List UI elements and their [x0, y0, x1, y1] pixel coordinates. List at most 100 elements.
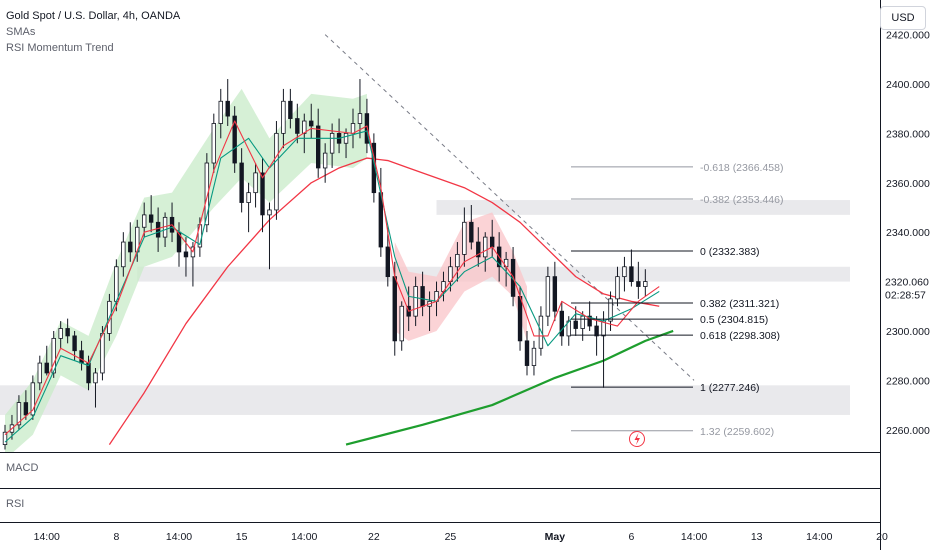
candle-body — [72, 335, 77, 352]
candle-body — [524, 340, 530, 366]
candle-body — [573, 320, 578, 329]
candle-body — [462, 221, 467, 255]
candle-body — [44, 362, 49, 374]
candle — [636, 261, 641, 299]
candle — [559, 301, 564, 346]
candle — [413, 276, 418, 327]
candle-body — [343, 132, 349, 144]
x-tick-label: 14:00 — [806, 531, 832, 543]
candle-body — [30, 382, 36, 416]
candle-body — [141, 214, 147, 228]
candle-body — [350, 123, 356, 134]
candle-body — [51, 337, 56, 374]
candle-body — [288, 100, 293, 119]
candle — [385, 227, 390, 287]
sma-band-red — [394, 212, 527, 341]
indicator-smas[interactable]: SMAs — [6, 26, 36, 38]
candle-body — [594, 325, 599, 337]
candle-body — [476, 241, 481, 258]
candle-body — [239, 162, 244, 203]
y-tick-label: 2280.000 — [886, 375, 930, 387]
candle-body — [23, 402, 29, 416]
main-plot: -0.618 (2366.458) -0.382 (2353.446) 0 (233… — [0, 34, 851, 452]
currency-button[interactable]: USD — [880, 6, 926, 30]
candle — [399, 301, 404, 351]
candle-body — [329, 132, 335, 154]
candle-body — [392, 276, 397, 342]
candle-body — [260, 172, 265, 216]
candle-body — [246, 192, 251, 203]
candle-body — [322, 152, 328, 169]
candle-body — [615, 276, 620, 300]
candle-body — [37, 362, 42, 384]
candle-body — [183, 251, 189, 258]
candle-body — [79, 350, 84, 364]
candle — [587, 301, 592, 331]
candle — [483, 232, 488, 272]
candle-body — [413, 286, 418, 317]
x-tick-label: May — [545, 531, 566, 543]
candle-body — [552, 276, 558, 312]
candle-body — [371, 142, 377, 194]
price-badge-countdown: 02:28:57 — [885, 290, 926, 302]
x-tick-label: 20 — [876, 531, 888, 543]
candle — [141, 202, 147, 238]
fib-label-4: 0.5 (2304.815) — [700, 314, 768, 326]
candle-body — [531, 347, 537, 366]
candle-body — [587, 315, 592, 327]
candle-body — [204, 162, 210, 226]
candle-body — [253, 172, 258, 194]
x-tick-label: 25 — [445, 531, 457, 543]
fib-label-1: -0.382 (2353.446) — [700, 194, 783, 206]
candle-body — [267, 209, 272, 216]
y-tick-label: 2420.000 — [886, 30, 930, 42]
candle — [469, 205, 474, 250]
candle-body — [643, 281, 648, 287]
candle-body — [93, 372, 98, 384]
candle-body — [420, 286, 425, 307]
sma-long-line — [345, 329, 674, 446]
candle — [155, 207, 161, 252]
candle — [281, 88, 286, 149]
x-tick-label: 15 — [236, 531, 248, 543]
candle — [455, 242, 460, 282]
indicator-rsi-momentum[interactable]: RSI Momentum Trend — [6, 42, 114, 54]
fib-label-3: 0.382 (2311.321) — [700, 298, 779, 310]
zone-2 — [0, 385, 850, 415]
candle-body — [128, 241, 133, 253]
candle — [462, 207, 467, 267]
chart-legend: Gold Spot / U.S. Dollar, 4h, OANDA SMAs … — [6, 8, 180, 56]
y-tick-label: 2400.000 — [886, 79, 930, 91]
candle — [629, 249, 634, 287]
rsi-pane-label[interactable]: RSI — [6, 498, 25, 510]
candle-body — [385, 246, 390, 278]
candle — [615, 266, 620, 307]
candle — [552, 261, 558, 322]
candle — [580, 311, 585, 341]
candle — [93, 368, 98, 408]
y-tick-label: 2360.000 — [886, 178, 930, 190]
candle — [58, 321, 63, 349]
candle — [594, 316, 599, 356]
candle — [253, 163, 258, 208]
candle — [315, 108, 321, 178]
fib-label-5: 0.618 (2298.308) — [700, 330, 780, 342]
candle-body — [16, 402, 22, 426]
candle — [128, 222, 133, 262]
symbol-title[interactable]: Gold Spot / U.S. Dollar, 4h, OANDA — [6, 10, 181, 22]
x-tick-label: 8 — [113, 531, 119, 543]
candle-body — [469, 221, 474, 243]
fib-label-7: 1.32 (2259.602) — [700, 426, 774, 438]
candle — [531, 340, 537, 376]
macd-pane-label[interactable]: MACD — [6, 462, 39, 474]
sma-fast-line — [4, 120, 660, 436]
candle — [16, 395, 22, 430]
x-tick-label: 14:00 — [166, 531, 192, 543]
candle-body — [489, 236, 495, 248]
x-tick-label: 14:00 — [34, 531, 60, 543]
candle-body — [315, 125, 321, 169]
candle — [622, 256, 627, 292]
alert-lightning-icon — [629, 431, 645, 447]
